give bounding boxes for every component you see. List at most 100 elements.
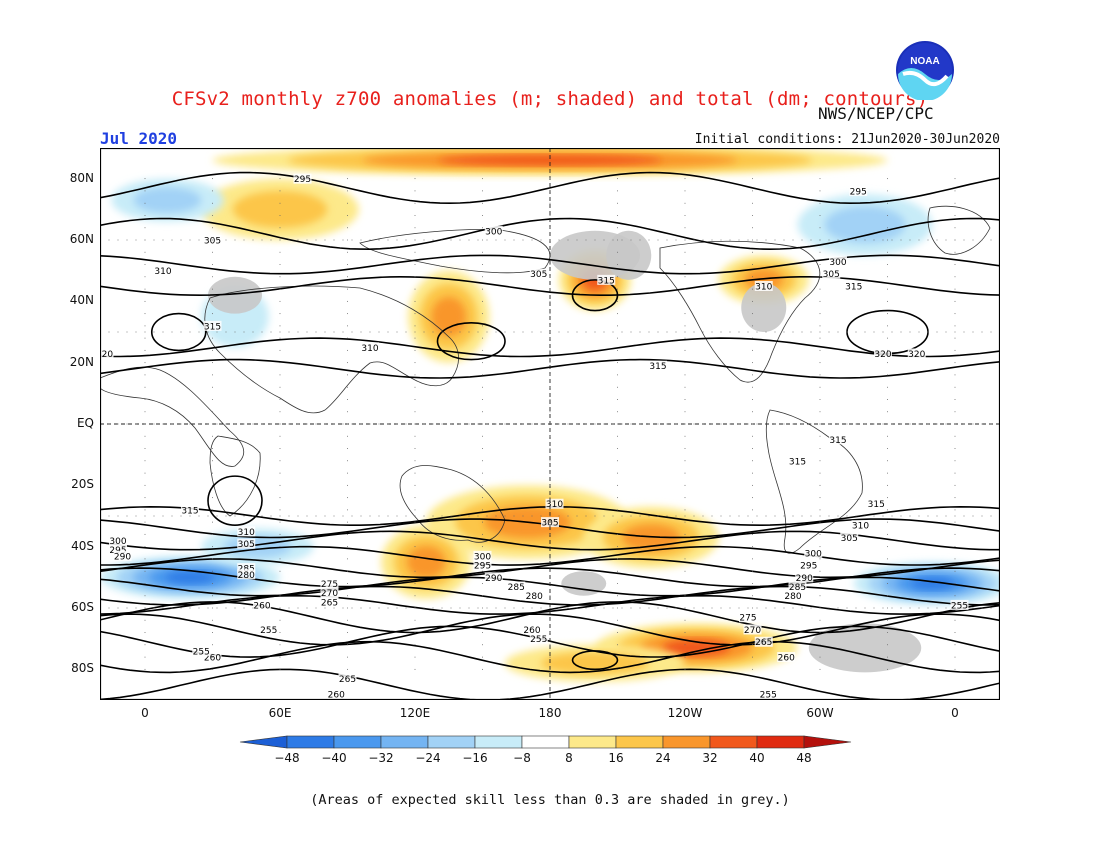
contour-label: 305 (541, 519, 558, 529)
contour-label: 255 (193, 647, 210, 657)
height-contour (100, 668, 1000, 700)
contour-label: 315 (649, 362, 666, 372)
contour-label: 310 (852, 522, 869, 532)
graticule (100, 178, 1000, 670)
colorbar-tick-label: −40 (321, 751, 346, 765)
closed-contour (207, 475, 263, 526)
colorbar-segment (521, 735, 570, 749)
colorbar-segment (239, 735, 288, 749)
contour-label: 300 (474, 552, 491, 562)
longitude-label: 0 (141, 706, 149, 720)
colorbar-tick-label: −16 (462, 751, 487, 765)
closed-contour (150, 312, 207, 352)
longitude-label: 0 (951, 706, 959, 720)
anomaly-region (541, 652, 649, 675)
contour-label: 310 (238, 528, 255, 538)
contour-label: 315 (789, 457, 806, 467)
height-contour (100, 171, 1000, 205)
contour-label: 265 (321, 598, 338, 608)
anomaly-region (232, 190, 328, 228)
contour-label: 300 (829, 258, 846, 268)
contour-label: 265 (339, 675, 356, 685)
contour-label: 320 (908, 350, 925, 360)
contour-label: 315 (598, 276, 615, 286)
noaa-logo-icon: NOAA (896, 41, 954, 101)
contour-label: 310 (361, 344, 378, 354)
longitude-label: 180 (538, 706, 562, 720)
contour-label: 295 (850, 187, 867, 197)
contour-label: 315 (845, 283, 862, 293)
contour-label: 260 (253, 601, 270, 611)
contour-label: 295 (294, 175, 311, 185)
colorbar-segment (756, 735, 805, 749)
contour-label: 255 (760, 690, 777, 700)
contour-label: 305 (238, 540, 255, 550)
colorbar-tick-label: 32 (702, 751, 717, 765)
latitude-label: EQ (76, 416, 94, 430)
colorbar-segment (474, 735, 523, 749)
noaa-logo: NOAA (895, 40, 955, 101)
contour-label: 290 (796, 574, 813, 584)
low-skill-region (741, 282, 787, 332)
contour-label: 285 (508, 583, 525, 593)
contour-label: 265 (755, 638, 772, 648)
closed-contour (571, 279, 619, 312)
contour-label: 295 (800, 562, 817, 572)
colorbar-tick-label: 40 (749, 751, 764, 765)
colorbar-tick-label: 16 (608, 751, 623, 765)
anomaly-region (165, 571, 215, 584)
longitude-label: 120W (667, 706, 703, 720)
contour-label: 320 (100, 350, 113, 360)
latitude-label: 20S (71, 477, 94, 492)
latitude-label: 60S (71, 600, 94, 614)
colorbar-tick-label: −8 (513, 751, 531, 765)
low-skill-shading (208, 230, 922, 673)
height-contour (100, 640, 1000, 674)
contour-label: 280 (238, 571, 255, 581)
closed-contour (571, 650, 619, 671)
contour-label: 260 (778, 654, 795, 664)
valid-month: Jul 2020 (100, 129, 178, 148)
contour-label: 305 (204, 237, 221, 247)
contour-label: 315 (868, 500, 885, 510)
contour-label: 305 (841, 534, 858, 544)
low-skill-region (561, 571, 607, 596)
contour-label: 315 (829, 436, 846, 446)
height-contour (100, 275, 1000, 297)
initial-conditions: Initial conditions: 21Jun2020-30Jun2020 (694, 132, 1000, 147)
anomaly-region (406, 546, 446, 578)
low-skill-region (808, 623, 922, 673)
anomaly-region (824, 206, 906, 244)
colorbar-segment (568, 735, 617, 749)
low-skill-region (208, 276, 262, 314)
contour-label: 275 (739, 614, 756, 624)
contour-label: 280 (784, 592, 801, 602)
colorbar-tick-label: −32 (368, 751, 393, 765)
contour-label: 310 (154, 267, 171, 277)
contour-label: 260 (328, 690, 345, 700)
anomaly-region (431, 296, 467, 337)
colorbar-tick-label: 24 (655, 751, 670, 765)
contour-label: 275 (321, 580, 338, 590)
contour-label: 315 (181, 506, 198, 516)
colorbar-segment (427, 735, 476, 749)
contour-label: 310 (546, 500, 563, 510)
contour-label: 260 (523, 626, 540, 636)
contour-label: 295 (474, 562, 491, 572)
contour-label: 255 (530, 635, 547, 645)
colorbar-segment (803, 735, 852, 749)
height-contour (100, 254, 1000, 275)
contour-label: 280 (526, 592, 543, 602)
latitude-label: 40N (69, 293, 94, 308)
colorbar: −48 −40 −32 −24 −16 −8 8 16 24 32 40 48 (239, 735, 852, 765)
contour-label: 290 (485, 574, 502, 584)
latitude-label: 20N (69, 354, 94, 369)
colorbar-segment (286, 735, 335, 749)
colorbar-segment (380, 735, 429, 749)
chart-title: CFSv2 monthly z700 anomalies (m; shaded)… (171, 88, 929, 110)
colorbar-tick-label: −24 (415, 751, 440, 765)
map-frame (100, 148, 1000, 700)
contour-label: 290 (114, 552, 131, 562)
